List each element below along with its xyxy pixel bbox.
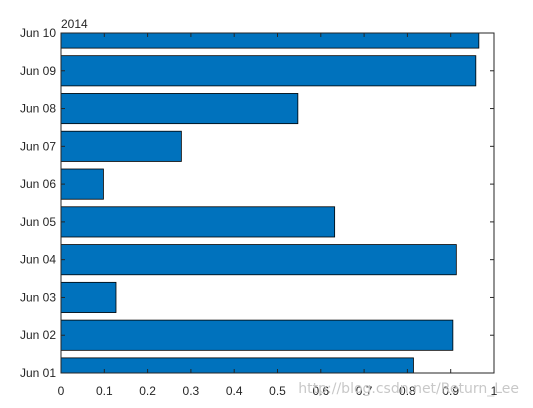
x-tick-label: 0.7 [356,384,373,398]
ticks-group: Jun 01 Jun 02 Jun 03 Jun 04 Jun 05 Jun 06 Jun … [20,26,498,398]
bar-jun-05 [60,206,336,238]
plot-area [61,33,494,373]
bar-jun-09 [60,55,477,87]
watermark: http://blog.csdn.net/Return_Lee [298,381,519,397]
x-tick-label: 0.9 [442,384,459,398]
x-tick-label: 0.6 [312,384,329,398]
y-tick-label: Jun 04 [20,253,56,267]
bar-jun-08 [60,93,299,125]
x-tick-label: 0.4 [226,384,243,398]
x-tick-label: 0.3 [183,384,200,398]
bar-jun-01 [60,357,414,374]
x-tick-label: 0.1 [96,384,113,398]
bar-jun-04 [60,244,457,276]
y-tick-label: Jun 10 [20,26,56,40]
x-tick-label: 0 [58,384,65,398]
x-tick-label: 0.8 [399,384,416,398]
bar-jun-02 [60,319,454,351]
x-tick-label: 0.5 [269,384,286,398]
y-tick-label: Jun 03 [20,290,56,304]
y-tick-label: Jun 08 [20,102,56,116]
y-tick-label: Jun 07 [20,139,56,153]
y-tick-label: Jun 02 [20,328,56,342]
axis-annotation: 2014 [61,17,88,31]
x-tick-label: 0.2 [139,384,156,398]
x-tick-label: 1 [491,384,498,398]
bar-jun-06 [60,168,104,200]
bar-jun-07 [60,130,182,162]
bar-jun-10 [60,32,480,49]
bar-jun-03 [60,281,117,313]
y-tick-label: Jun 06 [20,177,56,191]
y-tick-label: Jun 05 [20,215,56,229]
bars-group [60,32,480,374]
y-tick-label: Jun 09 [20,64,56,78]
y-tick-label: Jun 01 [20,366,56,380]
